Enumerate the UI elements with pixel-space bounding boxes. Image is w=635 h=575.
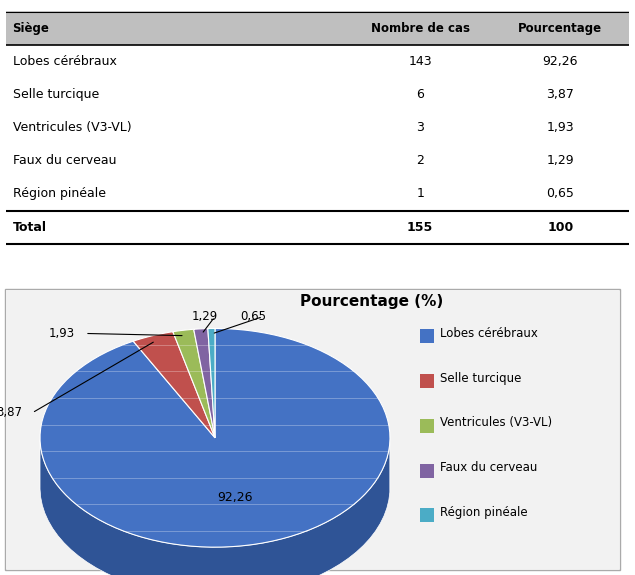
Text: 92,26: 92,26: [217, 491, 253, 504]
Text: Ventricules (V3-VL): Ventricules (V3-VL): [13, 121, 131, 134]
Text: 1,29: 1,29: [546, 154, 574, 167]
Text: 100: 100: [547, 221, 573, 233]
Text: 3,87: 3,87: [0, 407, 22, 420]
Text: 1,29: 1,29: [192, 310, 218, 323]
Bar: [420, 329, 434, 343]
Bar: [420, 419, 434, 433]
Text: Selle turcique: Selle turcique: [13, 88, 99, 101]
Text: 92,26: 92,26: [542, 55, 578, 68]
Text: Siège: Siège: [13, 22, 50, 34]
Text: 1: 1: [416, 187, 424, 201]
Text: 0,65: 0,65: [546, 187, 574, 201]
Bar: [420, 374, 434, 388]
Text: Région pinéale: Région pinéale: [13, 187, 105, 201]
Text: 0,65: 0,65: [240, 310, 266, 323]
Polygon shape: [133, 332, 215, 438]
Text: 6: 6: [416, 88, 424, 101]
Polygon shape: [173, 329, 215, 438]
Text: 3: 3: [416, 121, 424, 134]
Text: Lobes cérébraux: Lobes cérébraux: [13, 55, 116, 68]
Polygon shape: [194, 328, 215, 438]
Text: 1,93: 1,93: [546, 121, 574, 134]
Text: 1,93: 1,93: [49, 327, 75, 340]
Bar: [6, 12, 629, 45]
Text: Total: Total: [13, 221, 46, 233]
Text: 143: 143: [408, 55, 432, 68]
Text: Faux du cerveau: Faux du cerveau: [440, 461, 537, 474]
Text: Selle turcique: Selle turcique: [440, 371, 521, 385]
Polygon shape: [208, 328, 215, 438]
Text: Nombre de cas: Nombre de cas: [371, 22, 470, 34]
Text: Lobes cérébraux: Lobes cérébraux: [440, 327, 538, 340]
Text: 3,87: 3,87: [546, 88, 574, 101]
Text: Pourcentage: Pourcentage: [518, 22, 602, 34]
Text: Pourcentage (%): Pourcentage (%): [300, 294, 443, 309]
Polygon shape: [40, 440, 390, 575]
Text: Région pinéale: Région pinéale: [440, 506, 528, 519]
Text: 155: 155: [407, 221, 433, 233]
Text: 2: 2: [416, 154, 424, 167]
Text: Ventricules (V3-VL): Ventricules (V3-VL): [440, 416, 552, 430]
Bar: [420, 508, 434, 522]
Bar: [420, 463, 434, 478]
Text: Faux du cerveau: Faux du cerveau: [13, 154, 116, 167]
Polygon shape: [40, 328, 390, 547]
